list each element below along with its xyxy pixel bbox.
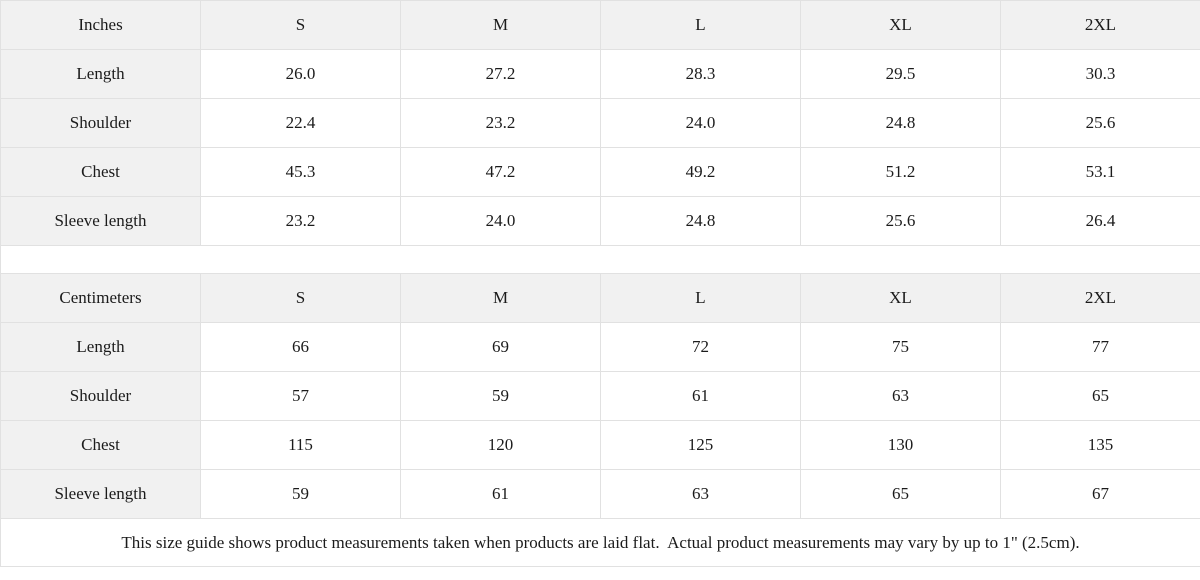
size-header-s: S [200, 0, 401, 50]
table-row-sleeve-in: Sleeve length 23.2 24.0 24.8 25.6 26.4 [0, 196, 1200, 246]
measurement-cell: 130 [800, 420, 1001, 470]
measurement-cell: 30.3 [1000, 49, 1200, 99]
row-label: Shoulder [0, 98, 201, 148]
unit-label-inches: Inches [0, 0, 201, 50]
inches-header-row: Inches S M L XL 2XL [0, 0, 1200, 50]
spacer-cell [0, 245, 1200, 274]
size-header-2xl: 2XL [1000, 0, 1200, 50]
measurement-cell: 23.2 [400, 98, 601, 148]
measurement-cell: 25.6 [800, 196, 1001, 246]
measurement-cell: 63 [800, 371, 1001, 421]
measurement-cell: 29.5 [800, 49, 1001, 99]
measurement-cell: 115 [200, 420, 401, 470]
size-header-s: S [200, 273, 401, 323]
measurement-cell: 120 [400, 420, 601, 470]
measurement-cell: 66 [200, 322, 401, 372]
table-spacer [0, 245, 1200, 274]
size-header-xl: XL [800, 273, 1001, 323]
table-row-shoulder-in: Shoulder 22.4 23.2 24.0 24.8 25.6 [0, 98, 1200, 148]
measurement-cell: 24.0 [400, 196, 601, 246]
row-label: Chest [0, 147, 201, 197]
measurement-cell: 61 [400, 469, 601, 519]
measurement-cell: 27.2 [400, 49, 601, 99]
measurement-cell: 26.0 [200, 49, 401, 99]
size-guide-table: Inches S M L XL 2XL Length 26.0 27.2 28.… [0, 0, 1200, 567]
measurement-cell: 53.1 [1000, 147, 1200, 197]
size-header-l: L [600, 273, 801, 323]
size-header-m: M [400, 0, 601, 50]
size-header-m: M [400, 273, 601, 323]
row-label: Length [0, 322, 201, 372]
measurement-cell: 51.2 [800, 147, 1001, 197]
size-guide-note: This size guide shows product measuremen… [0, 518, 1200, 567]
table-row-chest-in: Chest 45.3 47.2 49.2 51.2 53.1 [0, 147, 1200, 197]
table-row-length-cm: Length 66 69 72 75 77 [0, 322, 1200, 372]
measurement-cell: 59 [200, 469, 401, 519]
row-label: Sleeve length [0, 469, 201, 519]
row-label: Chest [0, 420, 201, 470]
measurement-cell: 67 [1000, 469, 1200, 519]
table-row-sleeve-cm: Sleeve length 59 61 63 65 67 [0, 469, 1200, 519]
measurement-cell: 24.8 [600, 196, 801, 246]
measurement-cell: 26.4 [1000, 196, 1200, 246]
measurement-cell: 59 [400, 371, 601, 421]
row-label: Shoulder [0, 371, 201, 421]
measurement-cell: 24.0 [600, 98, 801, 148]
measurement-cell: 65 [800, 469, 1001, 519]
table-row-chest-cm: Chest 115 120 125 130 135 [0, 420, 1200, 470]
size-header-2xl: 2XL [1000, 273, 1200, 323]
measurement-cell: 75 [800, 322, 1001, 372]
measurement-cell: 25.6 [1000, 98, 1200, 148]
row-label: Sleeve length [0, 196, 201, 246]
measurement-cell: 65 [1000, 371, 1200, 421]
measurement-cell: 28.3 [600, 49, 801, 99]
measurement-cell: 72 [600, 322, 801, 372]
measurement-cell: 57 [200, 371, 401, 421]
measurement-cell: 69 [400, 322, 601, 372]
measurement-cell: 47.2 [400, 147, 601, 197]
measurement-cell: 63 [600, 469, 801, 519]
measurement-cell: 135 [1000, 420, 1200, 470]
size-header-xl: XL [800, 0, 1001, 50]
table-row-shoulder-cm: Shoulder 57 59 61 63 65 [0, 371, 1200, 421]
row-label: Length [0, 49, 201, 99]
measurement-cell: 22.4 [200, 98, 401, 148]
size-header-l: L [600, 0, 801, 50]
measurement-cell: 23.2 [200, 196, 401, 246]
measurement-cell: 24.8 [800, 98, 1001, 148]
measurement-cell: 77 [1000, 322, 1200, 372]
size-guide-note-row: This size guide shows product measuremen… [0, 518, 1200, 567]
centimeters-header-row: Centimeters S M L XL 2XL [0, 273, 1200, 323]
measurement-cell: 125 [600, 420, 801, 470]
measurement-cell: 49.2 [600, 147, 801, 197]
table-row-length-in: Length 26.0 27.2 28.3 29.5 30.3 [0, 49, 1200, 99]
unit-label-centimeters: Centimeters [0, 273, 201, 323]
measurement-cell: 61 [600, 371, 801, 421]
measurement-cell: 45.3 [200, 147, 401, 197]
